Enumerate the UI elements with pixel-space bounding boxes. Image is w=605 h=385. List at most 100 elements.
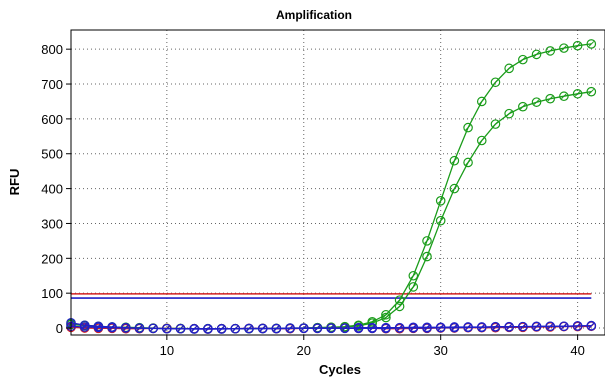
data-point: [298, 323, 309, 333]
data-point: [463, 122, 473, 133]
data-point-slash: [533, 51, 540, 58]
series-layer: [66, 39, 597, 334]
data-point-slash: [314, 325, 321, 331]
data-point: [230, 323, 241, 334]
data-point-slash: [424, 238, 430, 244]
data-point-slash: [451, 324, 458, 330]
data-point-slash: [506, 323, 512, 330]
data-point: [476, 322, 487, 332]
data-point: [463, 322, 473, 332]
data-point-slash: [273, 325, 280, 332]
data-point: [572, 88, 583, 99]
data-point: [394, 301, 405, 312]
data-point-slash: [547, 48, 553, 54]
data-point: [148, 323, 158, 334]
series-group: [66, 321, 597, 334]
data-point: [162, 323, 172, 334]
x-axis-label: Cycles: [319, 362, 361, 377]
data-point-slash: [588, 88, 595, 95]
data-point: [367, 322, 378, 333]
data-point: [559, 321, 569, 332]
data-point: [381, 322, 391, 333]
data-point-slash: [191, 325, 197, 332]
data-point: [422, 251, 432, 262]
y-tick-label: 0: [56, 321, 63, 336]
data-point-slash: [561, 93, 567, 99]
data-point-slash: [533, 99, 540, 105]
data-point: [244, 323, 254, 334]
data-point: [572, 321, 583, 331]
series-group: [66, 86, 597, 334]
data-point: [518, 321, 528, 332]
data-point: [435, 322, 446, 333]
data-point: [531, 49, 542, 60]
data-point: [353, 322, 364, 333]
y-tick-label: 700: [41, 77, 63, 92]
data-point-slash: [479, 98, 485, 105]
data-point-slash: [355, 324, 362, 331]
data-point: [586, 39, 597, 49]
data-point: [545, 321, 556, 332]
data-point: [326, 323, 336, 333]
data-point: [134, 323, 145, 334]
threshold-layer: [71, 293, 592, 299]
data-point-slash: [465, 124, 471, 131]
data-point-slash: [506, 110, 512, 117]
data-point: [175, 323, 186, 334]
data-point: [408, 322, 419, 333]
data-point-slash: [547, 323, 553, 330]
grid-layer: [71, 30, 605, 335]
data-point: [408, 270, 419, 281]
y-tick-label: 600: [41, 112, 63, 127]
data-point: [271, 323, 282, 334]
chart-title: Amplification: [276, 8, 352, 22]
data-point: [435, 196, 446, 206]
data-point-slash: [451, 157, 458, 164]
data-point-slash: [109, 324, 115, 331]
data-point-slash: [410, 324, 417, 331]
data-point-slash: [465, 324, 471, 330]
data-point: [120, 323, 131, 333]
data-point-slash: [232, 325, 239, 332]
data-point-slash: [479, 324, 485, 330]
data-point-slash: [492, 323, 499, 330]
data-point: [422, 322, 432, 333]
data-point-slash: [465, 159, 471, 166]
data-point: [531, 97, 542, 107]
data-point-slash: [492, 79, 499, 86]
data-point-slash: [520, 323, 526, 330]
data-point: [518, 101, 528, 112]
data-point: [463, 157, 473, 168]
data-point-slash: [437, 198, 444, 204]
data-point: [586, 321, 597, 331]
data-point: [449, 183, 460, 194]
series-line: [70, 43, 592, 330]
data-point-slash: [424, 253, 430, 260]
data-point-slash: [574, 323, 581, 329]
data-point: [559, 43, 569, 53]
data-point: [490, 321, 501, 332]
data-point-slash: [492, 121, 499, 127]
data-point: [449, 155, 460, 166]
plot-frame: [70, 29, 605, 336]
data-point: [189, 323, 200, 334]
y-tick-label: 200: [41, 251, 63, 266]
data-point: [476, 135, 487, 146]
data-point: [285, 323, 295, 333]
data-point: [545, 93, 556, 104]
data-point-slash: [588, 41, 595, 47]
data-point: [559, 91, 569, 102]
data-point: [422, 236, 432, 246]
x-tick-label: 30: [433, 343, 447, 358]
data-point-slash: [410, 272, 417, 279]
data-point-slash: [561, 45, 567, 51]
data-point-slash: [547, 95, 553, 102]
data-point: [504, 321, 514, 332]
data-point: [203, 323, 213, 334]
data-point-slash: [246, 325, 252, 332]
data-point-slash: [396, 324, 403, 331]
data-point-slash: [328, 325, 334, 331]
data-point-slash: [301, 325, 307, 331]
